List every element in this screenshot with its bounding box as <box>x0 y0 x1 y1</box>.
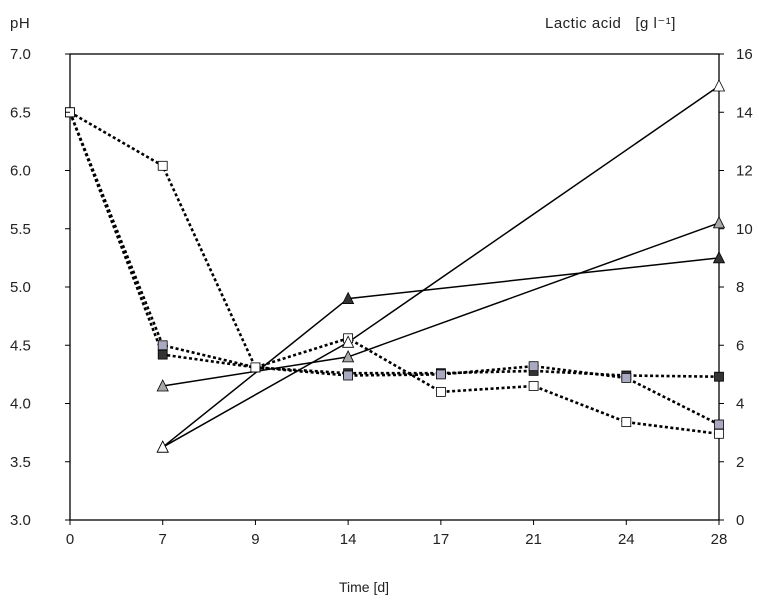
marker-square-white <box>157 160 168 171</box>
right-axis-title: Lactic acid [g l⁻¹] <box>545 15 676 32</box>
left-tick-label: 5.5 <box>10 221 31 238</box>
left-tick-label: 3.5 <box>10 454 31 471</box>
series-line-square-white <box>69 111 720 436</box>
right-tick-label: 8 <box>736 279 744 296</box>
left-tick-label: 6.0 <box>10 163 31 180</box>
series-markers <box>65 79 726 453</box>
marker-square-white <box>621 417 632 428</box>
right-tick-label: 12 <box>736 163 753 180</box>
marker-square-white <box>250 362 261 373</box>
x-tick-label: 17 <box>433 531 450 548</box>
right-tick-label: 2 <box>736 454 744 471</box>
marker-square-white <box>528 381 539 391</box>
marker-triangle-white <box>341 335 355 348</box>
x-axis-ticks: 0 7 9 14 17 21 24 28 <box>66 520 728 548</box>
series-lines <box>68 85 720 448</box>
marker-square-gray <box>621 372 632 383</box>
marker-square-white <box>435 386 446 397</box>
marker-square-gray <box>343 370 354 381</box>
marker-triangle-gray <box>341 350 355 363</box>
right-tick-label: 0 <box>736 512 744 529</box>
left-tick-label: 5.0 <box>10 279 31 296</box>
left-tick-label: 3.0 <box>10 512 31 529</box>
marker-triangle-white <box>712 79 726 92</box>
series-line-triangle-gray <box>162 222 720 387</box>
right-axis-ticks: 0 2 4 6 8 10 12 14 16 <box>719 46 753 529</box>
marker-triangle-white <box>156 440 169 453</box>
marker-triangle-gray <box>156 379 169 392</box>
x-tick-label: 28 <box>711 531 728 548</box>
series-line-square-dark <box>68 111 720 378</box>
right-tick-label: 10 <box>736 221 753 238</box>
left-tick-label: 7.0 <box>10 46 31 63</box>
x-axis-title: Time [d] <box>339 579 389 595</box>
series-line-square-gray <box>68 111 720 426</box>
marker-square-dark <box>157 349 168 360</box>
left-tick-label: 4.0 <box>10 396 31 413</box>
x-tick-label: 0 <box>66 531 74 548</box>
marker-square-dark <box>714 371 724 382</box>
marker-square-white <box>714 428 724 439</box>
right-tick-label: 14 <box>736 104 753 121</box>
marker-square-gray <box>435 369 446 380</box>
x-tick-label: 9 <box>251 531 259 548</box>
marker-triangle-dark <box>712 251 726 264</box>
left-axis-title: pH <box>10 15 30 32</box>
x-tick-label: 24 <box>618 531 635 548</box>
x-tick-label: 7 <box>159 531 167 548</box>
marker-square-gray <box>528 361 539 372</box>
right-tick-label: 16 <box>736 46 753 63</box>
right-tick-label: 6 <box>736 337 744 354</box>
left-tick-label: 4.5 <box>10 337 31 354</box>
marker-triangle-dark <box>341 291 355 304</box>
marker-triangle-gray <box>712 216 726 229</box>
marker-square-gray <box>714 419 724 430</box>
left-tick-label: 6.5 <box>10 104 31 121</box>
series-line-triangle-dark <box>162 257 720 448</box>
x-tick-label: 14 <box>340 531 357 548</box>
right-tick-label: 4 <box>736 396 744 413</box>
left-axis-ticks: 3.0 3.5 4.0 4.5 5.0 5.5 6.0 6.5 7.0 <box>10 46 70 529</box>
marker-square-gray <box>157 340 168 351</box>
x-tick-label: 21 <box>525 531 542 548</box>
